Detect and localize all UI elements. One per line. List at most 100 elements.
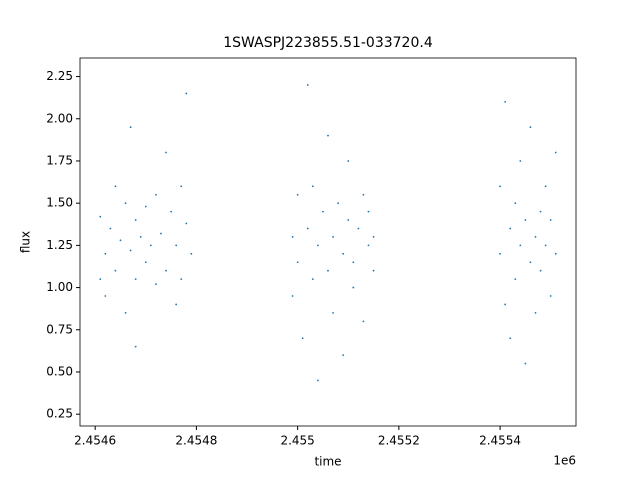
- point: [134, 345, 137, 348]
- point: [129, 126, 132, 129]
- point: [124, 202, 127, 205]
- point: [114, 269, 117, 272]
- axes-frame: [79, 57, 577, 427]
- point: [342, 354, 345, 357]
- x-tick-label: 2.4552: [378, 434, 420, 448]
- point: [99, 278, 102, 281]
- point: [529, 126, 532, 129]
- point: [134, 219, 137, 221]
- point: [544, 185, 547, 188]
- y-axis-label: flux: [19, 231, 33, 253]
- point: [104, 295, 107, 297]
- x-offset-label: 1e6: [553, 454, 576, 468]
- point: [180, 278, 183, 281]
- point: [119, 239, 122, 242]
- point: [190, 252, 193, 255]
- point: [160, 232, 162, 235]
- point: [514, 278, 517, 281]
- point: [99, 215, 102, 218]
- point: [149, 244, 152, 247]
- point: [519, 160, 522, 162]
- point: [114, 185, 117, 188]
- point: [504, 303, 507, 306]
- point: [509, 337, 512, 340]
- point: [296, 193, 299, 196]
- point: [155, 283, 157, 286]
- point: [155, 193, 157, 196]
- point: [372, 236, 375, 238]
- y-tick-label: 1.75: [46, 153, 73, 167]
- point: [165, 269, 167, 272]
- point: [124, 311, 127, 314]
- point: [372, 269, 375, 272]
- point: [544, 244, 547, 247]
- y-tick-label: 0.50: [46, 364, 73, 378]
- point: [316, 244, 319, 247]
- point: [357, 227, 360, 230]
- point: [534, 236, 537, 238]
- point: [311, 278, 314, 281]
- point: [509, 227, 512, 230]
- point: [144, 205, 147, 208]
- y-tick-label: 2.25: [46, 69, 73, 83]
- point: [347, 160, 350, 162]
- point: [129, 249, 132, 252]
- point: [352, 286, 355, 289]
- point: [539, 210, 542, 213]
- point: [301, 337, 304, 340]
- x-tick-label: 2.4546: [74, 434, 116, 448]
- point: [554, 252, 557, 255]
- point: [554, 151, 557, 154]
- point: [499, 185, 501, 188]
- point: [291, 295, 294, 297]
- point: [549, 295, 552, 297]
- point: [524, 219, 527, 221]
- point: [514, 202, 517, 205]
- point: [296, 261, 299, 264]
- point: [165, 151, 167, 154]
- point: [104, 252, 107, 255]
- point: [291, 236, 294, 238]
- point: [347, 219, 350, 221]
- point: [337, 202, 340, 205]
- point: [144, 261, 147, 264]
- point: [185, 222, 188, 225]
- point: [524, 362, 527, 365]
- point: [139, 236, 142, 238]
- point: [327, 269, 329, 272]
- x-axis-label: time: [314, 455, 341, 469]
- point: [332, 311, 334, 314]
- point: [499, 252, 501, 255]
- point: [549, 219, 552, 221]
- y-tick-label: 2.00: [46, 111, 73, 125]
- point: [362, 320, 365, 323]
- point: [539, 269, 542, 272]
- point: [367, 210, 370, 213]
- point: [342, 252, 345, 255]
- point: [519, 244, 522, 247]
- point: [134, 278, 137, 281]
- point: [327, 134, 329, 137]
- y-tick-label: 1.50: [46, 196, 73, 210]
- point: [504, 100, 507, 103]
- point: [175, 244, 178, 247]
- y-tick-label: 1.25: [46, 238, 73, 252]
- chart-title: 1SWASPJ223855.51-033720.4: [223, 35, 433, 51]
- point: [175, 303, 178, 306]
- y-tick-label: 0.25: [46, 407, 73, 421]
- point: [306, 84, 309, 86]
- point: [332, 236, 334, 238]
- point: [362, 193, 365, 196]
- point: [170, 210, 173, 213]
- point: [109, 227, 112, 230]
- point: [322, 210, 324, 213]
- point: [367, 244, 370, 247]
- point: [311, 185, 314, 188]
- point: [316, 379, 319, 382]
- y-tick-label: 1.00: [46, 280, 73, 294]
- point: [534, 311, 537, 314]
- point: [529, 261, 532, 264]
- x-tick-label: 2.4548: [175, 434, 217, 448]
- point: [306, 227, 309, 230]
